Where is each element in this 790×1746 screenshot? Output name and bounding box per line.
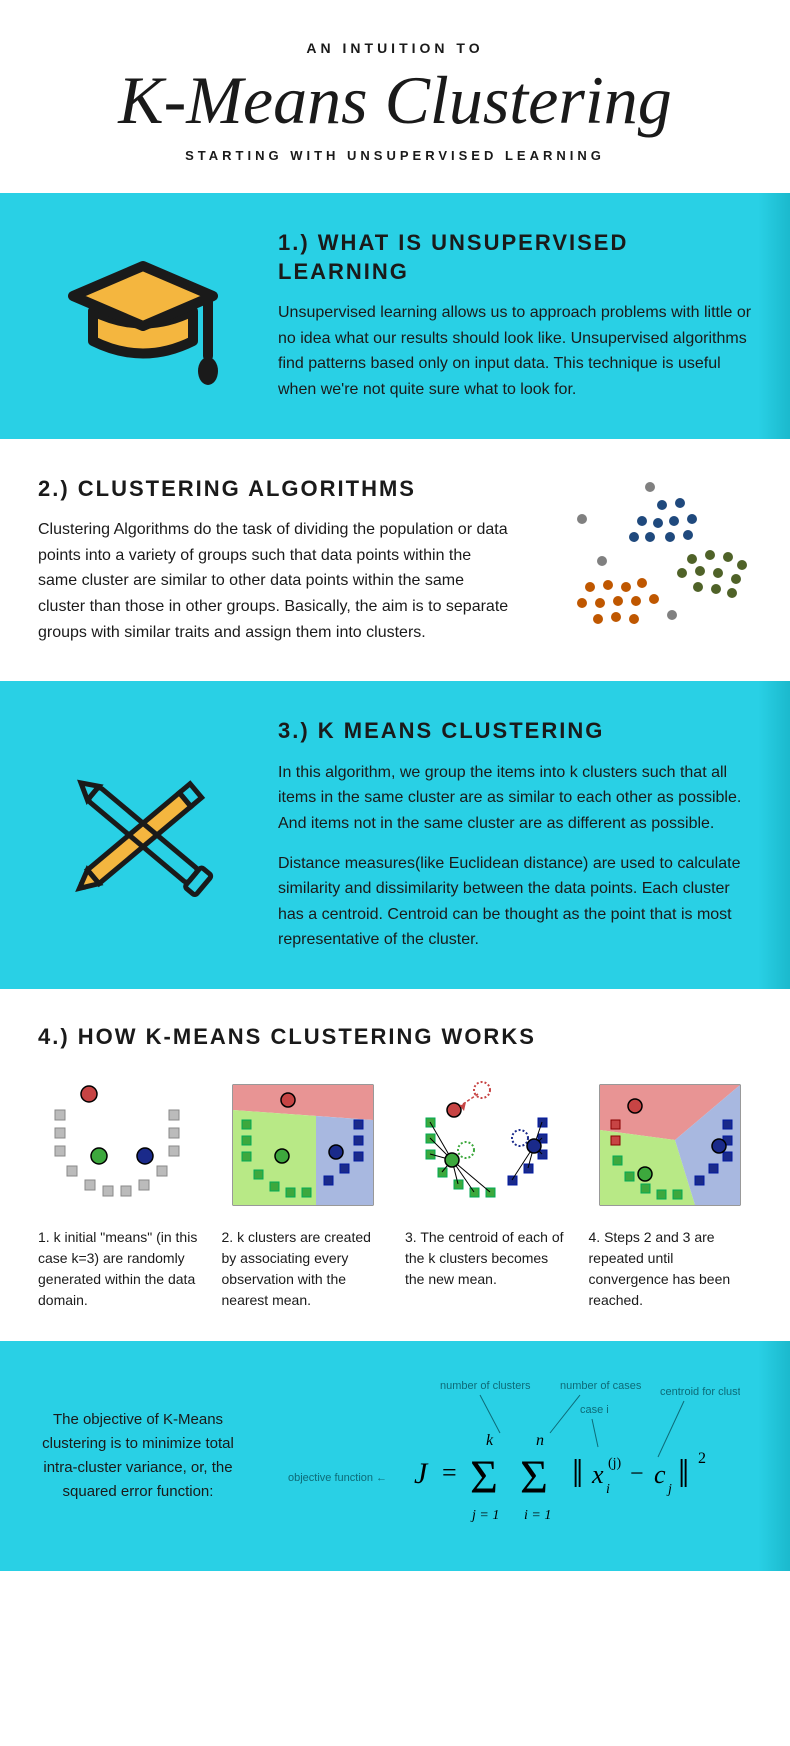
graduation-cap-icon	[38, 241, 248, 391]
step-4-diagram	[589, 1075, 753, 1215]
label-case-i: case i	[580, 1404, 609, 1416]
svg-text:j: j	[666, 1482, 672, 1497]
pen-pencil-icon	[38, 740, 248, 930]
step-1-caption: 1. k initial "means" (in this case k=3) …	[38, 1227, 202, 1311]
svg-text:k: k	[486, 1432, 494, 1449]
svg-text:i = 1: i = 1	[524, 1508, 551, 1523]
step-3-diagram	[405, 1075, 569, 1215]
label-centroid: centroid for cluster j	[660, 1386, 740, 1398]
svg-text:c: c	[654, 1460, 666, 1489]
label-num-cases: number of cases	[560, 1380, 642, 1392]
step-4: 4. Steps 2 and 3 are repeated until conv…	[589, 1075, 753, 1311]
svg-text:=: =	[442, 1458, 457, 1487]
svg-text:‖: ‖	[572, 1451, 583, 1496]
svg-text:(j): (j)	[608, 1456, 622, 1471]
section-3: 3.) K MEANS CLUSTERING In this algorithm…	[0, 681, 790, 989]
section-2: 2.) CLUSTERING ALGORITHMS Clustering Alg…	[0, 439, 790, 682]
svg-text:‖: ‖	[678, 1451, 689, 1496]
page-title: K-Means Clustering	[30, 66, 760, 134]
svg-text:x: x	[591, 1460, 604, 1489]
header: AN INTUITION TO K-Means Clustering START…	[0, 0, 790, 193]
section-4-title: 4.) HOW K-MEANS CLUSTERING WORKS	[38, 1023, 752, 1052]
formula-section: The objective of K-Means clustering is t…	[0, 1341, 790, 1571]
svg-text:j = 1: j = 1	[470, 1508, 499, 1523]
formula-intro: The objective of K-Means clustering is t…	[38, 1408, 238, 1504]
section-3-title: 3.) K MEANS CLUSTERING	[278, 717, 752, 746]
svg-text:n: n	[536, 1432, 544, 1449]
section-3-body2: Distance measures(like Euclidean distanc…	[278, 851, 752, 953]
svg-text:i: i	[606, 1482, 610, 1497]
eyebrow: AN INTUITION TO	[30, 40, 760, 56]
section-2-title: 2.) CLUSTERING ALGORITHMS	[38, 475, 512, 504]
svg-text:Σ: Σ	[470, 1451, 498, 1504]
section-3-body1: In this algorithm, we group the items in…	[278, 760, 752, 837]
section-4: 4.) HOW K-MEANS CLUSTERING WORKS 1. k in…	[0, 989, 790, 1342]
section-1-title: 1.) WHAT IS UNSUPERVISED LEARNING	[278, 229, 752, 286]
step-4-caption: 4. Steps 2 and 3 are repeated until conv…	[589, 1227, 753, 1311]
subeyebrow: STARTING WITH UNSUPERVISED LEARNING	[30, 148, 760, 163]
step-3-caption: 3. The centroid of each of the k cluster…	[405, 1227, 569, 1290]
step-1: 1. k initial "means" (in this case k=3) …	[38, 1075, 202, 1311]
label-obj-fn: objective function ←	[288, 1472, 387, 1484]
cluster-scatter-icon	[542, 475, 752, 645]
svg-text:Σ: Σ	[520, 1451, 548, 1504]
step-3: 3. The centroid of each of the k cluster…	[405, 1075, 569, 1311]
svg-text:J: J	[414, 1457, 429, 1490]
step-2: 2. k clusters are created by associating…	[222, 1075, 386, 1311]
step-2-diagram	[222, 1075, 386, 1215]
section-1: 1.) WHAT IS UNSUPERVISED LEARNING Unsupe…	[0, 193, 790, 439]
label-num-clusters: number of clusters	[440, 1380, 531, 1392]
steps-row: 1. k initial "means" (in this case k=3) …	[38, 1075, 752, 1311]
svg-text:−: −	[630, 1461, 644, 1487]
section-2-body: Clustering Algorithms do the task of div…	[38, 517, 512, 645]
svg-text:2: 2	[698, 1450, 706, 1467]
step-2-caption: 2. k clusters are created by associating…	[222, 1227, 386, 1311]
section-1-body: Unsupervised learning allows us to appro…	[278, 300, 752, 402]
formula-diagram: number of clusters number of cases case …	[268, 1371, 752, 1541]
step-1-diagram	[38, 1075, 202, 1215]
